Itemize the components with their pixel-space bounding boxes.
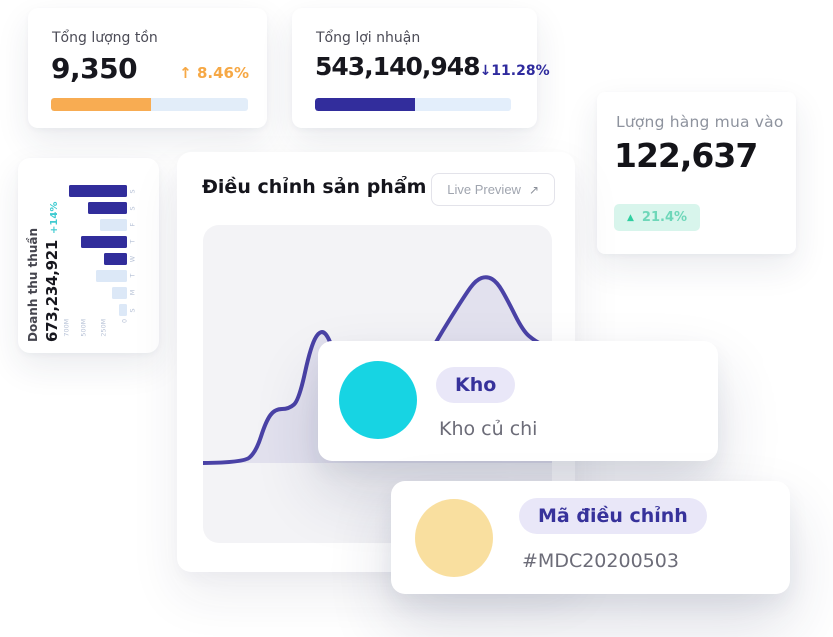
inventory-progress-fill	[51, 98, 152, 111]
net-revenue-change: +14%	[49, 201, 60, 234]
mini-ytick-label: 700M	[62, 319, 71, 337]
total-profit-card: Tổng lợi nhuận 543,140,948 ↓11.28%	[292, 8, 550, 128]
warehouse-tag-pill: Kho	[436, 367, 516, 403]
warehouse-dot-icon	[339, 361, 417, 439]
net-revenue-rotated-content: Doanh thu thuần 673,234,921 +14% 0 250M 50…	[18, 158, 159, 353]
mini-day-label: S	[129, 307, 137, 313]
mini-day-label: W	[129, 255, 137, 263]
purchases-value: 122,637	[614, 136, 758, 175]
net-revenue-bar-chart: 0 250M 500M 700M S M T W T F S S	[63, 166, 139, 342]
total-profit-change: ↓11.28%	[479, 63, 550, 79]
adjustment-code-popover: Mã điều chỉnh #MDC20200503	[391, 481, 790, 594]
mini-bar-column: S	[67, 202, 139, 214]
mini-bar	[119, 304, 127, 316]
mini-day-label: T	[129, 274, 137, 278]
mini-bar	[104, 253, 127, 265]
mini-bar	[69, 185, 127, 197]
mini-ytick-label: 0	[120, 319, 129, 324]
net-revenue-card: Doanh thu thuần 673,234,921 +14% 0 250M 50…	[18, 158, 159, 353]
mini-day-label: M	[129, 290, 137, 296]
net-revenue-value-row: 673,234,921 +14%	[43, 166, 61, 342]
purchases-change-badge: ▲ 21.4%	[614, 204, 701, 231]
mini-bar	[96, 270, 127, 282]
mini-bar-column: S	[67, 185, 139, 197]
purchases-change-value: 21.4%	[641, 210, 688, 225]
net-revenue-y-axis: 0 250M 500M 700M	[63, 316, 139, 342]
total-inventory-title: Tổng lượng tồn	[52, 30, 158, 46]
live-preview-label: Live Preview	[447, 182, 521, 197]
mini-bar-column: M	[67, 287, 139, 299]
profit-progress-fill	[315, 98, 415, 111]
mini-bar	[100, 219, 127, 231]
total-inventory-row: 9,350 ↑ 8.46%	[51, 52, 249, 85]
total-inventory-card: Tổng lượng tồn 9,350 ↑ 8.46%	[28, 8, 267, 128]
purchases-title: Lượng hàng mua vào	[616, 113, 784, 131]
adjustment-code-dot-icon	[415, 499, 493, 577]
warehouse-popover: Kho Kho củ chi	[318, 341, 718, 461]
warehouse-name: Kho củ chi	[439, 418, 538, 440]
purchases-card: Lượng hàng mua vào 122,637 ▲ 21.4%	[597, 92, 796, 254]
mini-bar-column: T	[67, 270, 139, 282]
total-inventory-progressbar	[51, 98, 248, 111]
arrow-up-right-icon: ↗	[528, 182, 539, 197]
mini-day-label: F	[129, 223, 137, 227]
mini-bar-column: S	[67, 304, 139, 316]
mini-bar-column: W	[67, 253, 139, 265]
total-inventory-change: ↑ 8.46%	[179, 64, 249, 82]
product-adjustment-title: Điều chỉnh sản phẩm	[202, 176, 427, 198]
total-inventory-value: 9,350	[51, 52, 138, 85]
mini-day-label: S	[129, 188, 137, 194]
total-profit-row: 543,140,948 ↓11.28%	[315, 52, 550, 81]
mini-bar	[81, 236, 127, 248]
total-profit-title: Tổng lợi nhuận	[316, 30, 421, 46]
mini-ytick-label: 250M	[100, 319, 108, 337]
net-revenue-title: Doanh thu thuần	[26, 227, 40, 342]
mini-bar	[112, 287, 127, 299]
mini-bar	[88, 202, 127, 214]
net-revenue-value: 673,234,921	[43, 239, 61, 342]
mini-ytick-label: 500M	[79, 319, 87, 337]
triangle-up-icon: ▲	[627, 212, 634, 223]
adjustment-code-tag-pill: Mã điều chỉnh	[519, 498, 707, 534]
live-preview-button[interactable]: Live Preview ↗	[431, 173, 555, 206]
total-profit-value: 543,140,948	[315, 52, 481, 81]
net-revenue-bars: S M T W T F S S	[67, 180, 139, 316]
adjustment-code-value: #MDC20200503	[522, 550, 679, 572]
mini-bar-column: T	[67, 236, 139, 248]
mini-day-label: T	[129, 240, 137, 244]
mini-bar-column: F	[67, 219, 139, 231]
total-profit-progressbar	[315, 98, 511, 111]
mini-day-label: S	[129, 205, 137, 211]
